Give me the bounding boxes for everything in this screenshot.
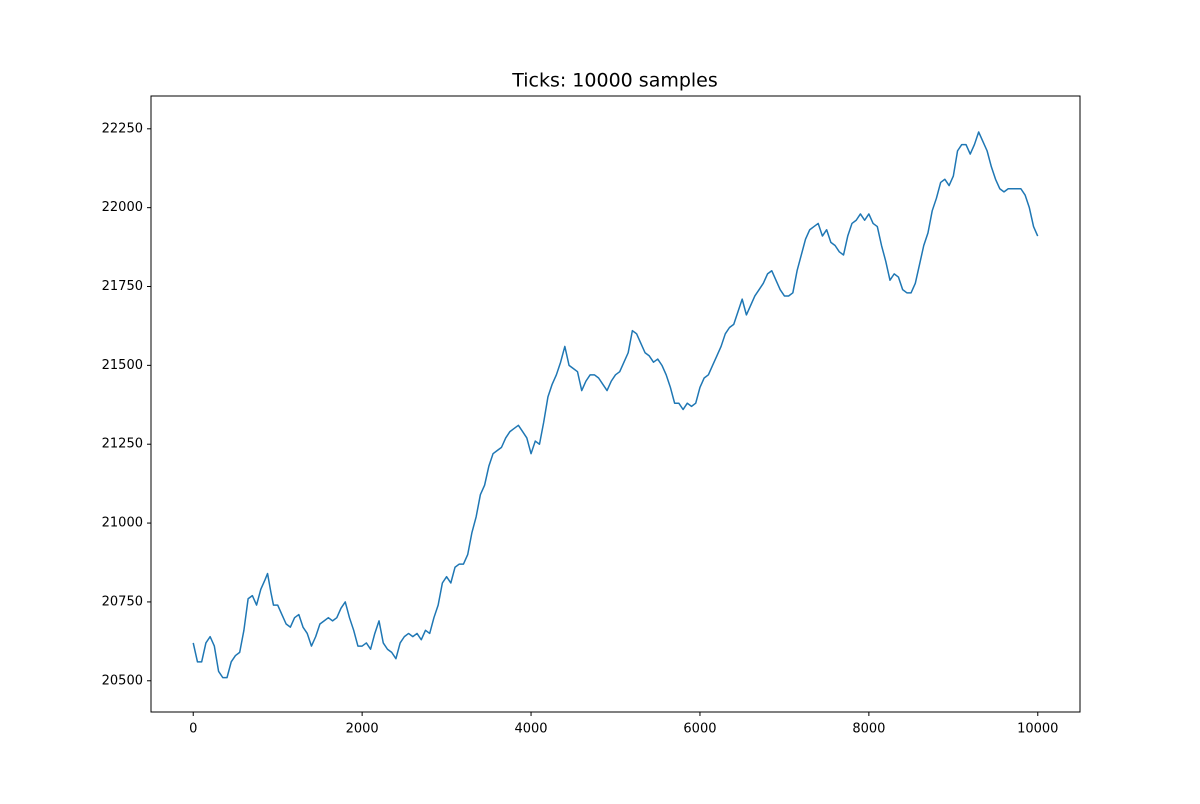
data-line <box>192 131 1039 679</box>
x-tick-label: 10000 <box>1017 722 1058 737</box>
x-tick-label: 6000 <box>683 722 716 737</box>
chart-title: Ticks: 10000 samples <box>511 70 718 92</box>
y-tick-label: 21250 <box>102 437 143 452</box>
x-tick-label: 8000 <box>852 722 885 737</box>
x-tick-label: 2000 <box>346 722 379 737</box>
x-tick-label: 4000 <box>514 722 547 737</box>
y-tick-label: 20500 <box>102 673 143 688</box>
y-tick-label: 21500 <box>102 358 143 373</box>
y-tick-label: 21000 <box>102 516 143 531</box>
x-tick-label: 0 <box>189 722 197 737</box>
plot-frame <box>150 95 1081 713</box>
y-tick-label: 20750 <box>102 594 143 609</box>
y-tick-label: 21750 <box>102 279 143 294</box>
y-tick-label: 22000 <box>102 200 143 215</box>
y-tick-label: 22250 <box>102 121 143 136</box>
